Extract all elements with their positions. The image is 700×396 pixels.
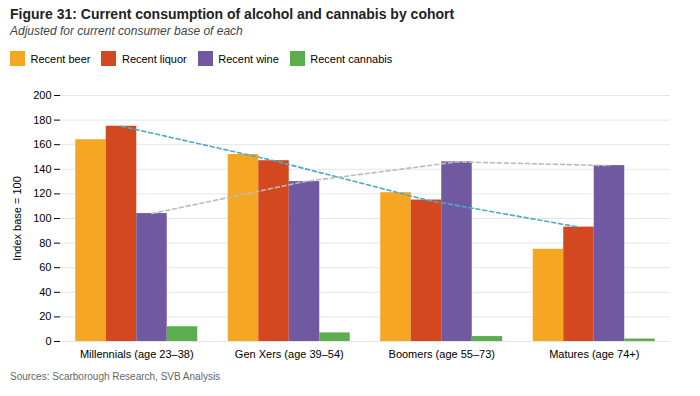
- html-text:Adjusted for current consumer: Adjusted for current consumer base of ea…: [10, 24, 243, 38]
- svg-text:80: 80: [39, 236, 51, 248]
- svg-text:Matures (age 74+): Matures (age 74+): [549, 348, 639, 360]
- html-text:Recent cannabis: Recent cannabis: [310, 52, 393, 65]
- svg-text:Boomers (age 55–73): Boomers (age 55–73): [389, 348, 495, 360]
- svg-text:200: 200: [33, 89, 51, 101]
- svg-text:Millennials (age 23–38): Millennials (age 23–38): [80, 348, 194, 360]
- svg-text:20: 20: [39, 310, 51, 322]
- svg-text:Gen Xers (age 39–54): Gen Xers (age 39–54): [235, 348, 344, 360]
- svg-text:60: 60: [39, 261, 51, 273]
- html-text:Sources: Scarborough Research,: Sources: Scarborough Research, SVB Analy…: [10, 370, 221, 382]
- html-text:Recent liquor: Recent liquor: [121, 52, 187, 65]
- svg-text:140: 140: [33, 162, 51, 174]
- html-text:Recent beer: Recent beer: [30, 52, 91, 65]
- svg-text:180: 180: [33, 113, 51, 125]
- html-text:Figure 31: Current consumption: Figure 31: Current consumption of alcoho…: [10, 6, 455, 22]
- svg-text:Index base = 100: Index base = 100: [11, 176, 23, 261]
- svg-text:160: 160: [33, 138, 51, 150]
- svg-text:120: 120: [33, 187, 51, 199]
- svg-text:100: 100: [33, 212, 51, 224]
- html-text:Recent wine: Recent wine: [218, 52, 279, 65]
- svg-text:0: 0: [45, 335, 51, 347]
- svg-text:40: 40: [39, 285, 51, 297]
